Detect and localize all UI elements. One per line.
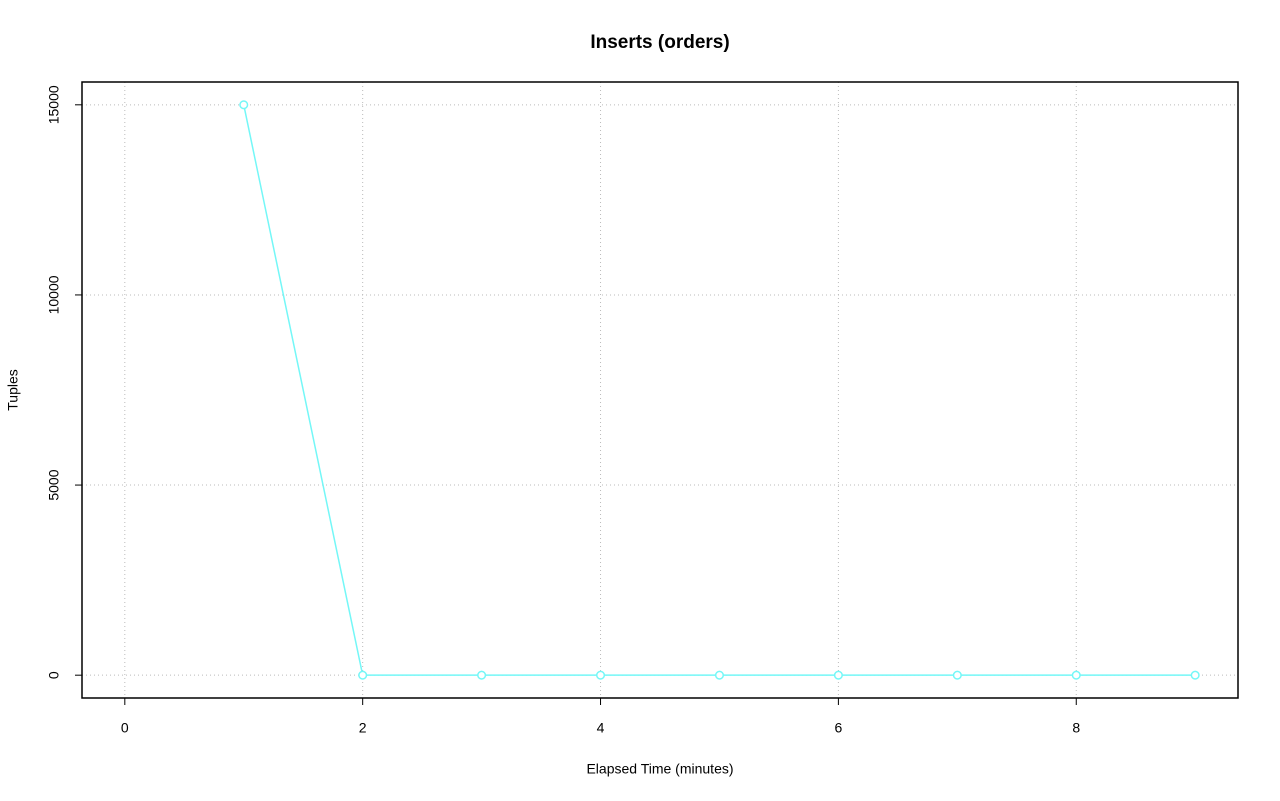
data-point [1190, 670, 1200, 680]
data-point [714, 670, 725, 680]
x-tick-label: 2 [359, 720, 367, 736]
data-point [833, 670, 843, 680]
data-point [952, 670, 962, 680]
plot-frame [81, 81, 1239, 699]
data-point [477, 670, 487, 680]
data-point [1071, 670, 1081, 680]
x-axis-label: Elapsed Time (minutes) [586, 761, 733, 777]
y-axis-label: Tuples [5, 369, 21, 411]
chart-title: Inserts (orders) [590, 32, 729, 53]
y-tick-label: 5000 [46, 469, 62, 500]
data-point [358, 670, 368, 680]
series-line [243, 104, 1196, 676]
y-tick-label: 10000 [46, 275, 62, 314]
data-point [239, 100, 249, 110]
x-tick-label: 6 [834, 720, 842, 736]
x-tick-label: 4 [597, 720, 605, 736]
y-tick-label: 0 [46, 671, 62, 679]
x-tick-label: 0 [121, 720, 129, 736]
y-tick-label: 15000 [46, 85, 62, 124]
data-point [595, 670, 606, 680]
x-tick-label: 8 [1072, 720, 1080, 736]
